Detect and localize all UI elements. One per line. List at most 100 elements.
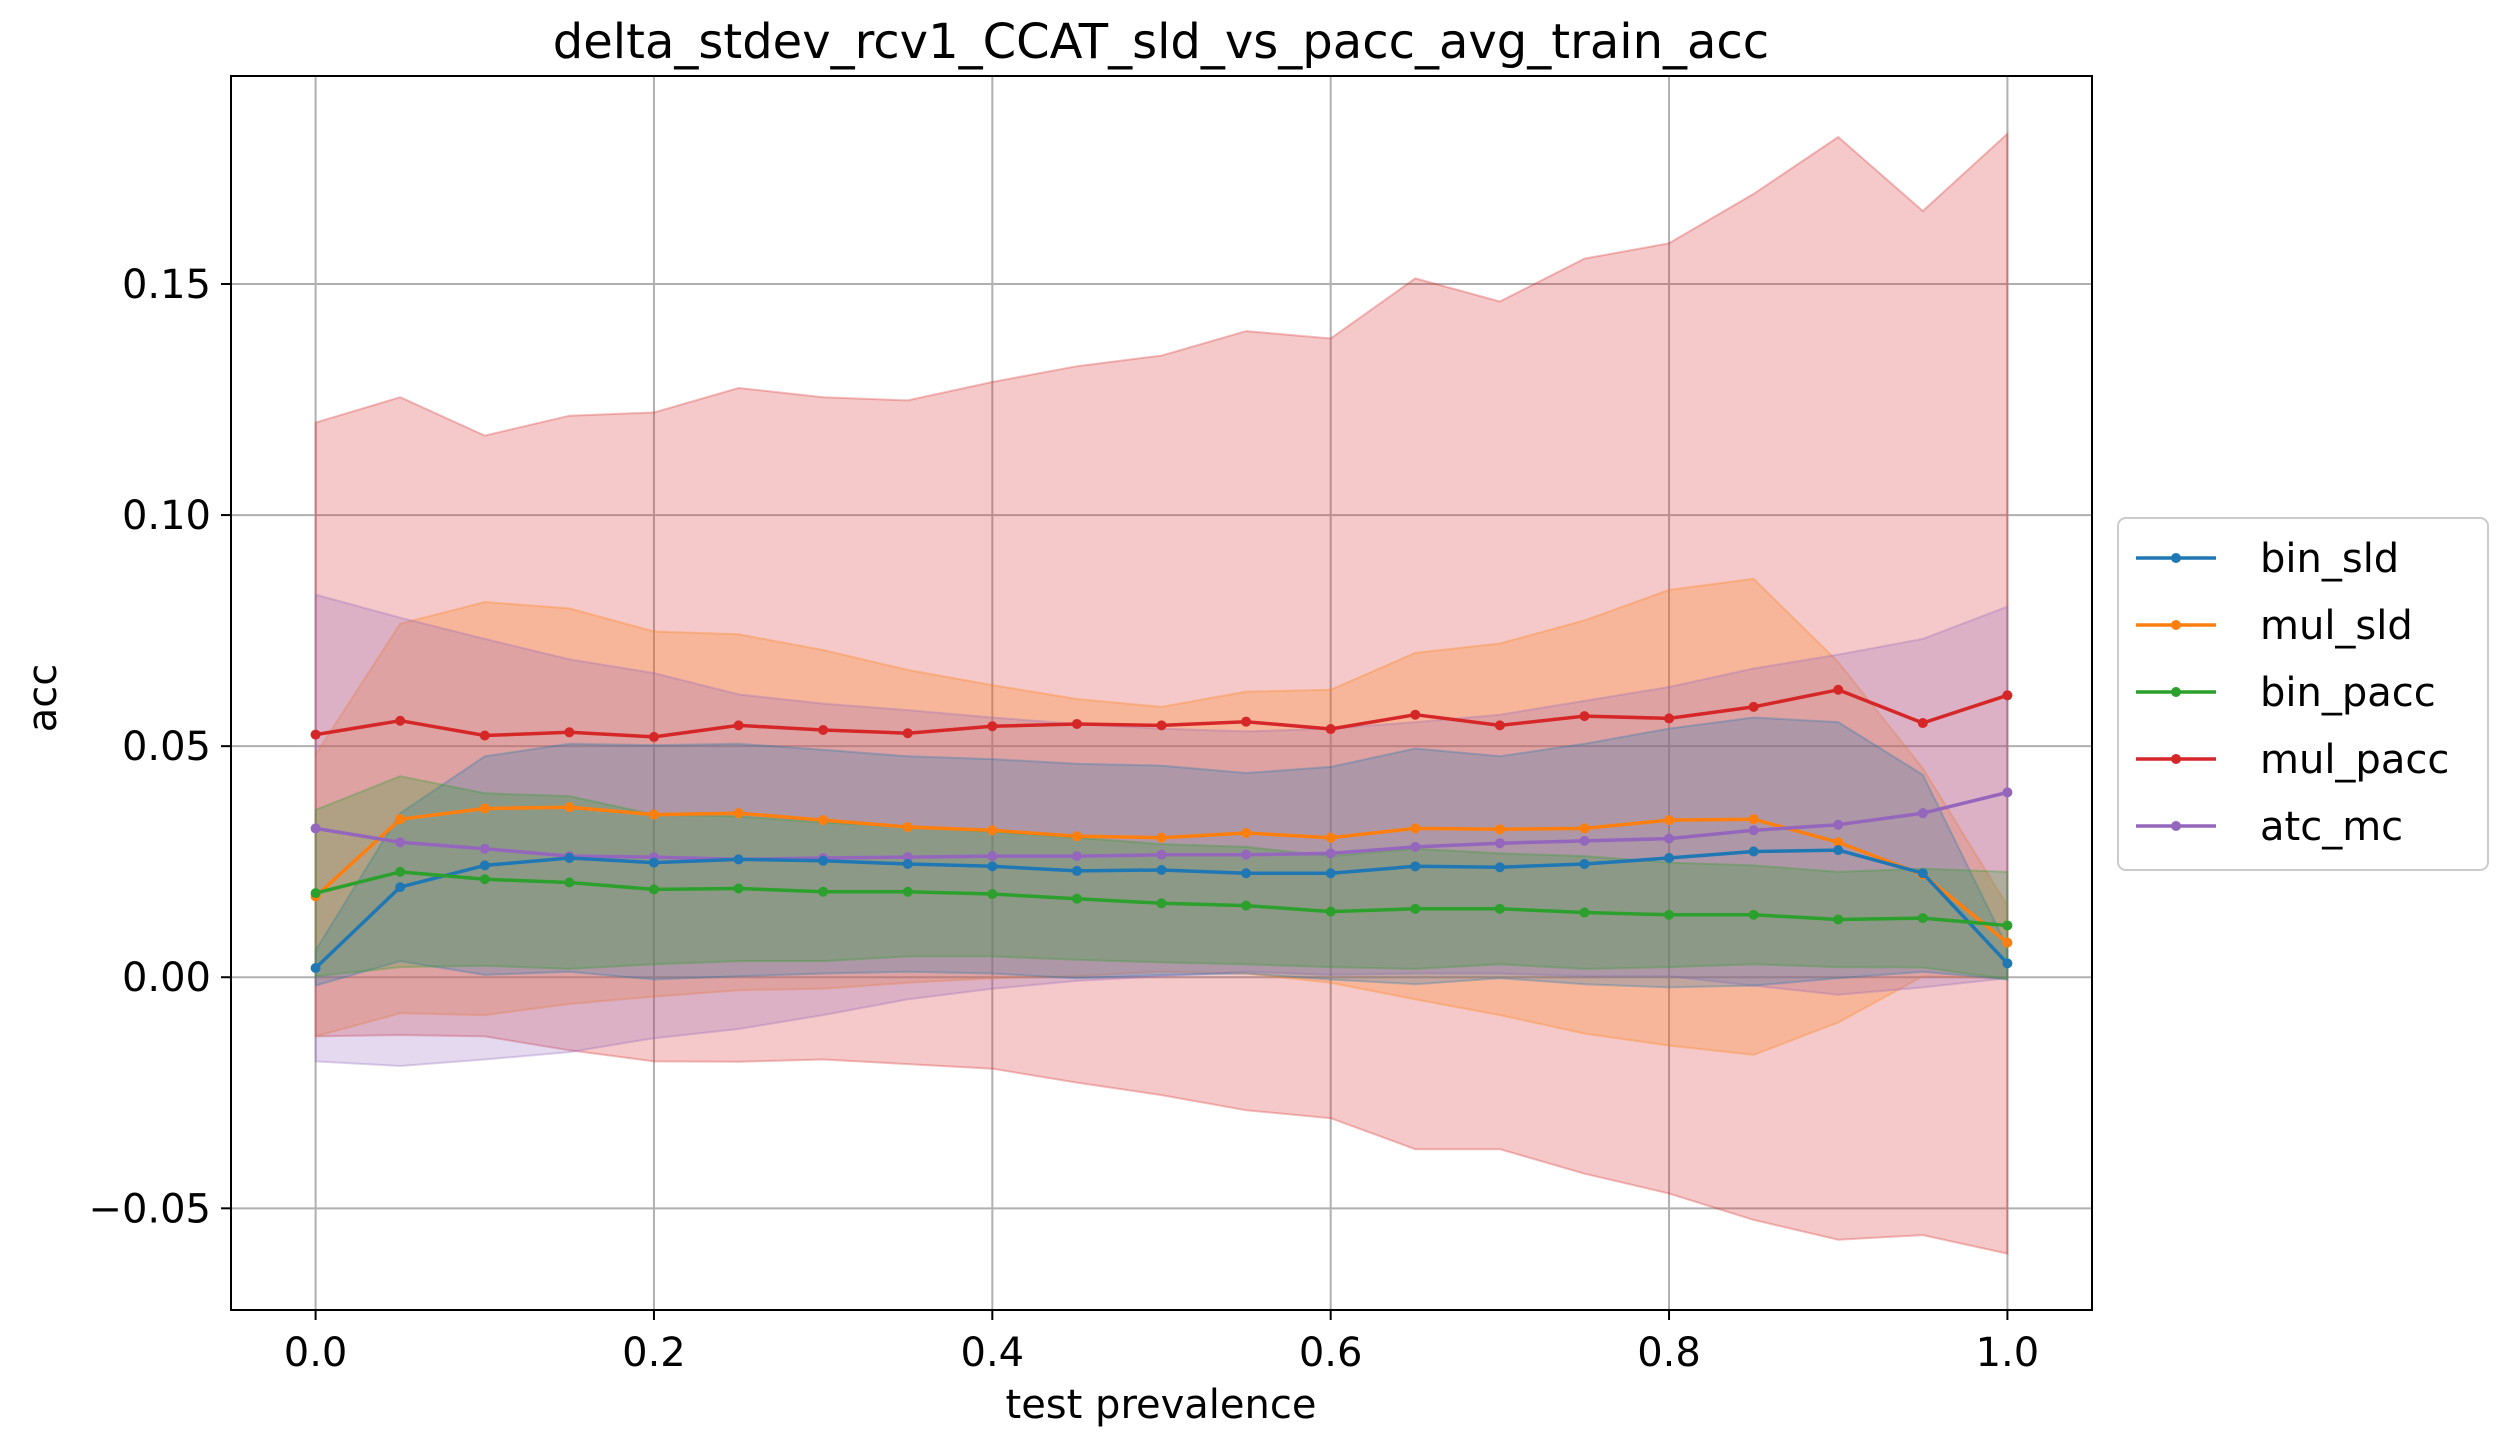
point-bin_pacc [1664,909,1675,920]
point-bin_pacc [1241,900,1252,911]
x-tick-label: 0.4 [961,1330,1025,1376]
point-bin_sld [1071,865,1082,876]
series-lines [310,684,2013,973]
legend-box [2117,517,2489,871]
legend-label-mul_sld: mul_sld [2260,603,2413,649]
point-bin_pacc [564,877,575,888]
point-mul_sld [1664,815,1675,826]
point-bin_sld [1325,868,1336,879]
point-bin_sld [1579,859,1590,870]
point-bin_sld [818,855,829,866]
y-tick-label: 0.00 [122,955,211,1001]
point-bin_sld [2002,958,2013,969]
point-mul_pacc [1410,709,1421,720]
point-bin_sld [1833,845,1844,856]
point-bin_sld [564,852,575,863]
point-bin_sld [987,861,998,872]
point-atc_mc [1664,833,1675,844]
point-mul_sld [902,822,913,833]
x-tick-label: 1.0 [1976,1330,2040,1376]
axis-ticks: 0.0 0.2 0.4 0.6 0.8 1.0 −0.05 0.00 0.05 0.10 0.15 [88,262,2039,1376]
point-atc_mc [1917,808,1928,819]
point-bin_sld [1410,861,1421,872]
point-atc_mc [395,837,406,848]
point-mul_sld [1833,837,1844,848]
point-bin_pacc [1917,913,1928,924]
legend-label-bin_sld: bin_sld [2260,536,2399,582]
point-bin_sld [310,962,321,973]
point-bin_sld [1156,865,1167,876]
point-mul_sld [1071,831,1082,842]
point-atc_mc [1241,849,1252,860]
point-mul_pacc [902,728,913,739]
point-bin_sld [395,882,406,893]
legend-label-bin_pacc: bin_pacc [2260,670,2436,716]
point-atc_mc [1410,841,1421,852]
point-bin_pacc [902,886,913,897]
x-tick-label: 0.0 [284,1330,348,1376]
point-mul_pacc [1917,718,1928,729]
point-mul_pacc [1664,713,1675,724]
legend-label-mul_pacc: mul_pacc [2260,737,2449,783]
point-mul_pacc [1748,701,1759,712]
point-mul_pacc [564,727,575,738]
point-mul_sld [1241,828,1252,839]
point-mul_sld [1748,814,1759,825]
point-bin_sld [1241,868,1252,879]
point-bin_pacc [1156,898,1167,909]
point-atc_mc [1325,848,1336,859]
band-mul_pacc [314,131,2009,1255]
x-tick-label: 0.8 [1637,1330,1701,1376]
legend-marker-mul_sld [2171,620,2181,630]
point-atc_mc [1494,838,1505,849]
point-mul_sld [1579,823,1590,834]
point-bin_pacc [2002,920,2013,931]
legend-marker-bin_sld [2171,553,2181,563]
chart-title: delta_stdev_rcv1_CCAT_sld_vs_pacc_avg_tr… [553,14,1769,70]
point-bin_pacc [395,866,406,877]
legend: bin_sld mul_sld bin_pacc mul_pacc atc_mc [2117,517,2489,871]
grid [231,76,2092,1310]
point-mul_sld [1156,832,1167,843]
point-mul_pacc [479,730,490,741]
point-bin_sld [648,857,659,868]
point-mul_sld [2002,937,2013,948]
point-bin_pacc [1410,903,1421,914]
point-mul_pacc [395,715,406,726]
point-atc_mc [310,823,321,834]
point-bin_pacc [1833,914,1844,925]
y-axis-label: acc [20,664,66,733]
point-mul_pacc [733,720,744,731]
point-mul_sld [648,809,659,820]
point-bin_sld [1494,862,1505,873]
point-bin_pacc [1748,909,1759,920]
point-mul_pacc [2002,690,2013,701]
point-bin_pacc [1579,907,1590,918]
point-bin_pacc [1494,903,1505,914]
point-atc_mc [1748,825,1759,836]
y-tick-label: 0.05 [122,724,211,770]
point-bin_sld [1917,868,1928,879]
point-atc_mc [1156,849,1167,860]
point-bin_pacc [1325,906,1336,917]
plot-frame [230,75,2093,1311]
point-mul_sld [1325,832,1336,843]
legend-label-atc_mc: atc_mc [2260,804,2403,850]
point-mul_pacc [1833,684,1844,695]
point-atc_mc [479,843,490,854]
point-mul_pacc [1156,720,1167,731]
y-tick-label: −0.05 [88,1186,211,1232]
point-atc_mc [987,851,998,862]
point-bin_sld [733,854,744,865]
point-bin_pacc [987,889,998,900]
legend-marker-atc_mc [2171,821,2181,831]
point-mul_sld [479,803,490,814]
point-bin_sld [479,860,490,871]
legend-marker-mul_pacc [2171,754,2181,764]
point-bin_pacc [733,883,744,894]
point-mul_sld [395,814,406,825]
point-atc_mc [1579,835,1590,846]
point-bin_sld [1748,846,1759,857]
point-bin_pacc [1071,893,1082,904]
